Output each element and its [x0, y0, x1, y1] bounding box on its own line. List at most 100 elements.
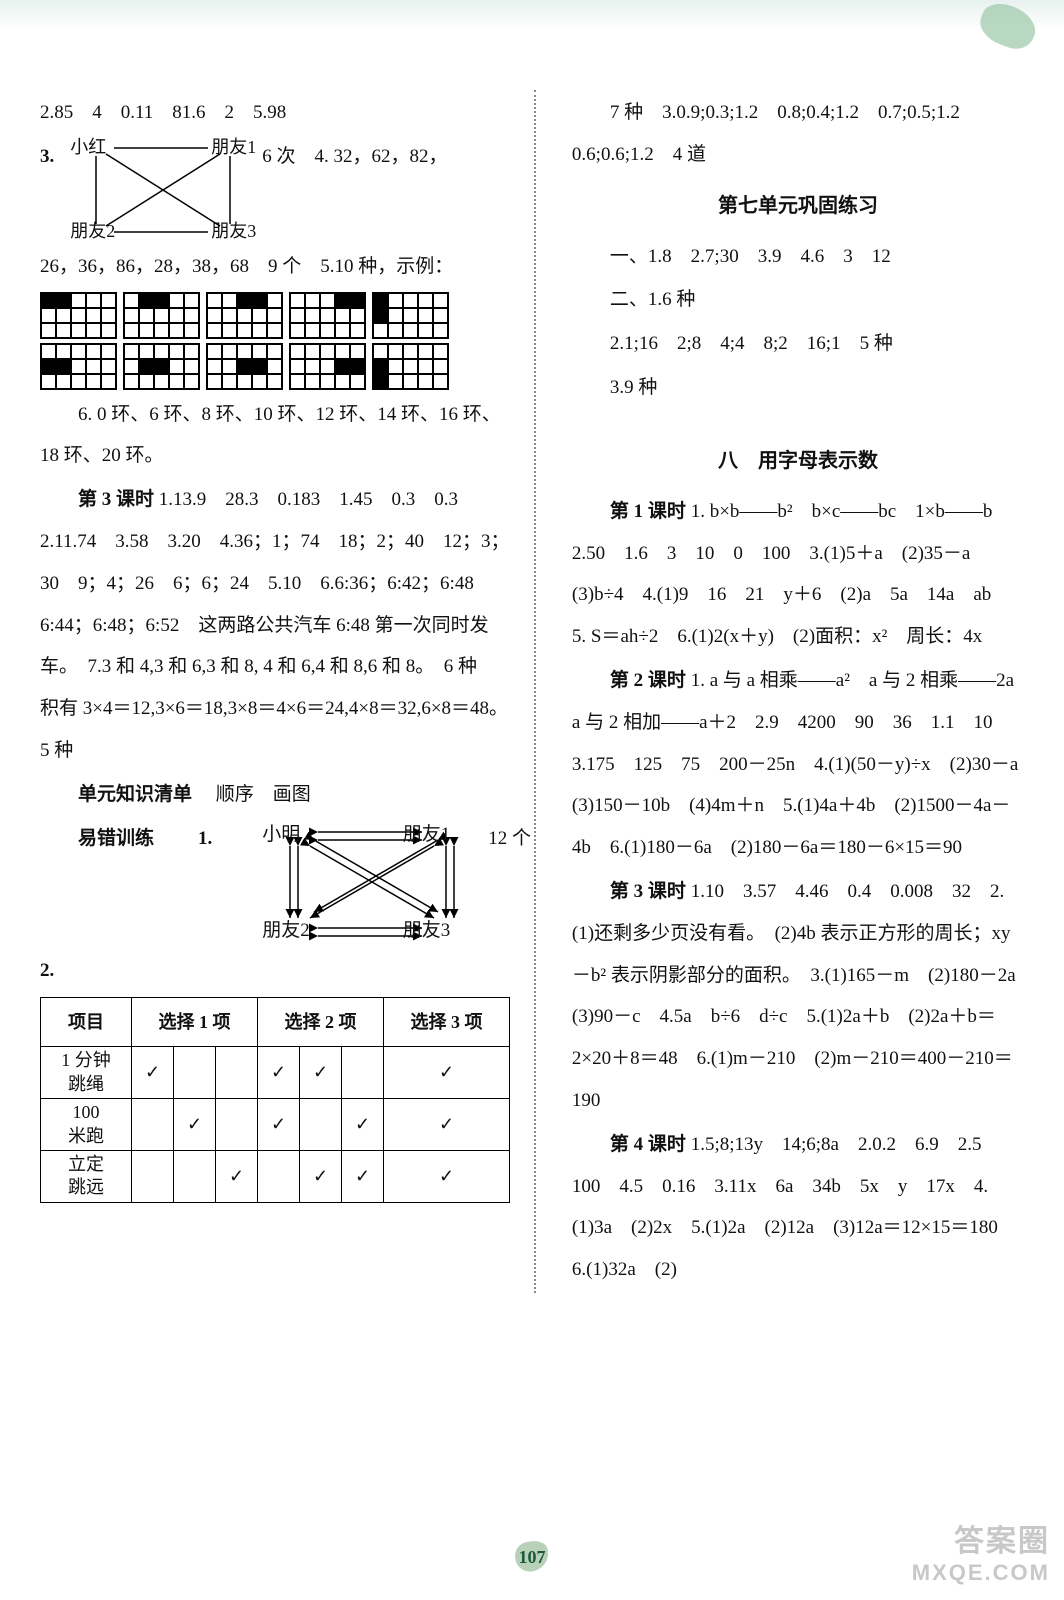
grid-cell [101, 359, 116, 374]
r-s2-label: 第 2 课时 [610, 670, 686, 691]
grid-cell [290, 374, 305, 389]
grid-cell [252, 308, 267, 323]
grid-cell [124, 308, 139, 323]
r-h1: 第七单元巩固练习 [572, 184, 1024, 228]
grid-cell [86, 374, 101, 389]
grid-cell [71, 344, 86, 359]
grid-cell [267, 359, 282, 374]
grid-cell [305, 308, 320, 323]
grid-cell [267, 323, 282, 338]
grid-cell [101, 374, 116, 389]
l-p5-label: 第 3 课时 [78, 489, 154, 510]
grid-cell [169, 344, 184, 359]
grid-cell [335, 359, 350, 374]
l-p2-num: 3. [40, 136, 54, 178]
grid-cell [373, 308, 388, 323]
table-head: 项目 选择 1 项 选择 2 项 选择 3 项 [41, 998, 510, 1047]
grid-cell [237, 374, 252, 389]
grid-cell [71, 308, 86, 323]
grid-cell [252, 344, 267, 359]
grid-cell [41, 359, 56, 374]
page-leaf-icon: 107 [509, 1539, 555, 1575]
grid-cell [403, 374, 418, 389]
grid-cell [290, 344, 305, 359]
grid-cell [222, 359, 237, 374]
l-p1: 2.85 4 0.11 81.6 2 5.98 [40, 92, 510, 134]
grid-cell [56, 374, 71, 389]
grid-cell [237, 323, 252, 338]
r-s3-label: 第 3 课时 [610, 881, 686, 902]
grid-cell [388, 323, 403, 338]
grid-cell [222, 323, 237, 338]
grid-cell [350, 308, 365, 323]
grid-cell [139, 308, 154, 323]
grid-cell [237, 308, 252, 323]
table-cell: ✓ [342, 1150, 384, 1202]
grid-cell [403, 308, 418, 323]
grid-cell [184, 308, 199, 323]
l-p8: 2. [40, 950, 510, 992]
grid-cell [169, 293, 184, 308]
table-row: 1 分钟 跳绳✓✓✓✓ [41, 1047, 510, 1099]
table-cell: ✓ [384, 1099, 510, 1151]
grid-cell [373, 374, 388, 389]
r-p3: 二、1.6 种 [572, 279, 1024, 321]
r-s4-text: 1.5;8;13y 14;6;8a 2.0.2 6.9 2.5 100 4.5 … [572, 1134, 1017, 1280]
grid-cell [320, 323, 335, 338]
r-s4: 第 4 课时 1.5;8;13y 14;6;8a 2.0.2 6.9 2.5 1… [572, 1124, 1024, 1291]
page-container: 2.85 4 0.11 81.6 2 5.98 3. 小红 朋友1 朋友2 朋友… [0, 0, 1064, 1333]
watermark-line2: MXQE.COM [912, 1560, 1050, 1586]
grid-cell [335, 344, 350, 359]
r-s1-label: 第 1 课时 [610, 501, 686, 522]
grid-cell [124, 359, 139, 374]
grid-cell [350, 293, 365, 308]
grid-cell [154, 293, 169, 308]
grid-cell [86, 308, 101, 323]
grid-cell [388, 308, 403, 323]
r-s3: 第 3 课时 1.10 3.57 4.46 0.4 0.008 32 2.(1)… [572, 871, 1024, 1122]
fd1-lines [78, 140, 248, 240]
grid-cell [320, 374, 335, 389]
grid-cell [169, 323, 184, 338]
grid-cell [222, 374, 237, 389]
grid-cell [305, 344, 320, 359]
grid-cell [290, 359, 305, 374]
grid-pattern [206, 292, 283, 339]
l-p6-text: 顺序 画图 [216, 784, 311, 805]
grid-cell [41, 293, 56, 308]
grid-cell [101, 344, 116, 359]
page-num-value: 107 [509, 1547, 555, 1568]
grid-cell [388, 374, 403, 389]
table-cell: ✓ [300, 1047, 342, 1099]
table-cell [342, 1047, 384, 1099]
grid-cell [433, 293, 448, 308]
grid-cell [373, 293, 388, 308]
table-body: 1 分钟 跳绳✓✓✓✓100 米跑✓✓✓✓立定 跳远✓✓✓✓ [41, 1047, 510, 1202]
grid-cell [335, 323, 350, 338]
grid-cell [267, 293, 282, 308]
grid-cell [41, 344, 56, 359]
table-cell: ✓ [300, 1150, 342, 1202]
grid-cell [207, 359, 222, 374]
l-p4: 6. 0 环、6 环、8 环、10 环、12 环、14 环、16 环、18 环、… [40, 394, 510, 478]
grid-cell [388, 359, 403, 374]
page-number: 107 [0, 1539, 1064, 1580]
grid-cell [373, 359, 388, 374]
grid-cell [86, 293, 101, 308]
grid-cell [139, 344, 154, 359]
grid-cell [320, 308, 335, 323]
grid-cell [124, 293, 139, 308]
grid-cell [373, 323, 388, 338]
grid-cell [86, 359, 101, 374]
grid-cell [320, 293, 335, 308]
grid-cell [124, 323, 139, 338]
grid-cell [433, 323, 448, 338]
grid-cell [56, 344, 71, 359]
grid-cell [418, 374, 433, 389]
fd2-br: 朋友3 [365, 910, 451, 952]
table-cell: ✓ [132, 1047, 174, 1099]
grid-cell [305, 293, 320, 308]
grid-cell [154, 323, 169, 338]
grid-cell [403, 359, 418, 374]
grid-row-1 [40, 292, 510, 339]
